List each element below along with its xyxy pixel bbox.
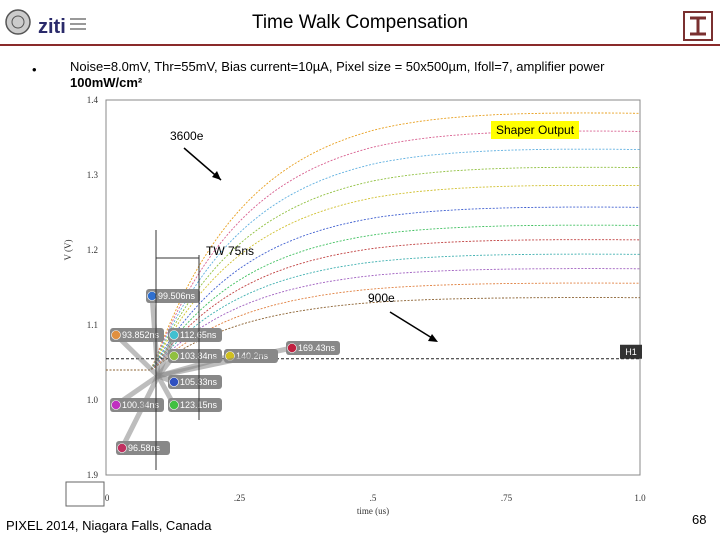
annotation-3600e: 3600e: [170, 129, 204, 143]
cursor-dot: [117, 443, 127, 453]
series-line: [106, 297, 640, 371]
x-tick-label: .75: [501, 493, 513, 503]
x-axis-label: time (us): [357, 506, 389, 516]
y-tick-label: 1.1: [87, 320, 98, 330]
shaper-output-box: [491, 121, 579, 139]
chart-axes: 1.4 1.3 1.2 1.1 1.0 1.9 .0 .25 .5 .75 1.0 time (us)…: [63, 95, 646, 516]
x-tick-label: .25: [234, 493, 246, 503]
cursor-labels: 99.506ns93.852ns112.65ns103.84ns140.2ns1…: [110, 289, 340, 455]
threshold-label: H1: [625, 347, 637, 357]
arrowhead-900e: [428, 334, 438, 342]
cursor-badge: [168, 328, 222, 342]
series-line: [106, 253, 640, 371]
crest-icon: [682, 10, 714, 42]
threshold-tag: [620, 344, 642, 359]
logo-text: ziti: [38, 16, 66, 38]
arrow-900e: [389, 311, 433, 339]
cursor-badge: [168, 398, 222, 412]
cursor-label: 99.506ns: [158, 291, 196, 301]
bullet-line-1: Noise=8.0mV, Thr=55mV, Bias current=10µA…: [70, 59, 605, 74]
page-number: 68: [692, 512, 707, 527]
cursor-dot: [147, 291, 157, 301]
cursor-leader: [157, 345, 293, 379]
cursor-label: 96.58ns: [128, 443, 161, 453]
cursor-label: 169.43ns: [298, 343, 336, 353]
cursor-dot: [287, 343, 297, 353]
y-tick-label: 1.2: [87, 245, 98, 255]
cursor-dot: [169, 377, 179, 387]
cursor-badge: [286, 341, 340, 355]
threshold-line: H1: [106, 344, 642, 360]
cursor-label: 112.65ns: [180, 330, 217, 340]
cursor-badge: [110, 398, 164, 412]
page-title: Time Walk Compensation: [251, 12, 469, 33]
cursor-dot: [169, 330, 179, 340]
annotation-tw: TW 75ns: [206, 244, 254, 258]
bullet-marker: •: [32, 62, 37, 77]
annotation-shaper: Shaper Output: [496, 123, 575, 137]
footer-conference: PIXEL 2014, Niagara Falls, Canada: [6, 518, 212, 533]
cursor-dot: [111, 400, 121, 410]
series-line: [106, 148, 641, 371]
annotation-900e: 900e: [368, 291, 395, 305]
cursor-dot: [111, 330, 121, 340]
cursor-badge: [146, 289, 200, 303]
title-divider: [0, 44, 720, 46]
series-line: [106, 239, 641, 371]
series-line: [106, 206, 640, 371]
cursor-badge: [168, 375, 222, 389]
y-tick-label: 1.3: [87, 170, 99, 180]
x-tick-label: .0: [103, 493, 110, 503]
uni-heidelberg-logo: ziti: [4, 8, 94, 42]
cursor-label: 93.852ns: [122, 330, 160, 340]
y-tick-label: 1.0: [87, 395, 99, 405]
y-axis-label: V (V): [63, 239, 73, 260]
legend-box: [65, 481, 105, 507]
cursor-badge: [110, 328, 164, 342]
ziti-logo-icon: ziti: [5, 9, 86, 38]
bullet-text: Noise=8.0mV, Thr=55mV, Bias current=10µA…: [70, 59, 690, 91]
cursor-dot: [169, 351, 179, 361]
cursor-dot: [169, 400, 179, 410]
plot-frame: [105, 99, 641, 476]
x-tick-label: 1.0: [634, 493, 646, 503]
series-line: [106, 112, 640, 371]
x-tick-label: .5: [370, 493, 377, 503]
y-tick-label: 1.4: [87, 95, 99, 105]
chart-annotations: 3600e Shaper Output TW 75ns 900e: [155, 121, 579, 470]
bullet-line-2: 100mW/cm²: [70, 75, 143, 90]
y-tick-label: 1.9: [87, 470, 99, 480]
series-line: [106, 130, 640, 371]
cursor-leader: [119, 374, 161, 450]
arrowhead-3600e: [212, 171, 221, 180]
